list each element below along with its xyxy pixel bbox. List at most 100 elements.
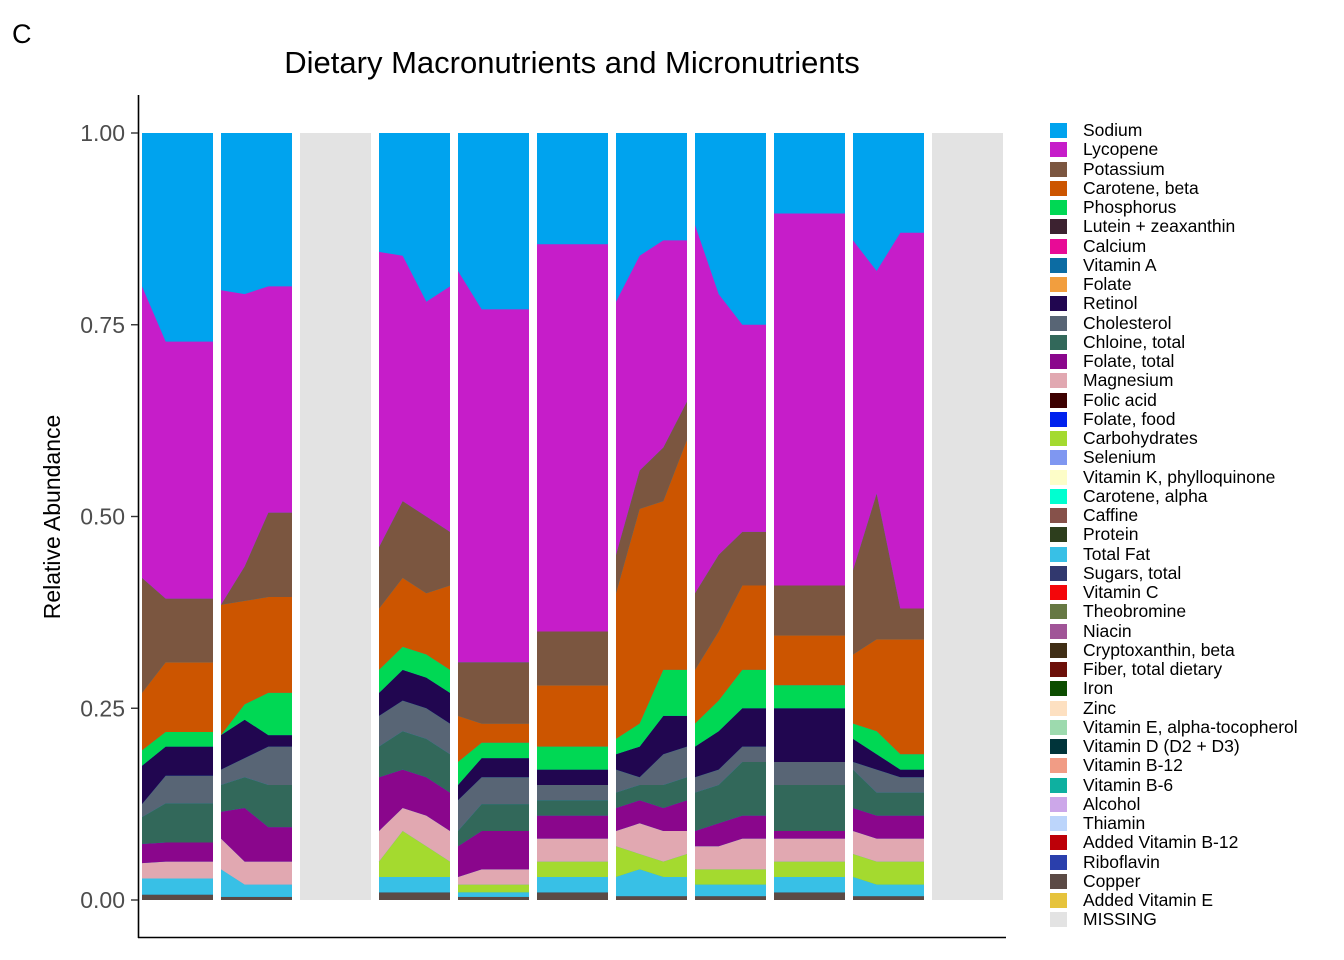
area-band-phosphorus — [537, 746, 608, 770]
area-band-potassium — [221, 512, 292, 605]
legend-item: Alcohol — [1050, 794, 1340, 814]
sample-group-8 — [695, 133, 766, 900]
area-band-copper — [616, 896, 687, 900]
sample-group-2 — [221, 133, 292, 900]
legend-swatch — [1050, 777, 1067, 793]
legend-item: Added Vitamin B-12 — [1050, 833, 1340, 852]
area-band-phosphorus — [853, 723, 924, 770]
legend-label: Folic acid — [1083, 389, 1157, 410]
area-band-total-fat — [616, 869, 687, 897]
legend-swatch — [1050, 681, 1067, 697]
y-axis-label: Relative Abundance — [39, 415, 65, 620]
sample-group-10 — [853, 133, 924, 900]
legend-item: Potassium — [1050, 159, 1340, 179]
area-band-carotene-beta — [379, 577, 450, 670]
legend-item: Niacin — [1050, 621, 1340, 641]
area-band-retinol — [142, 746, 213, 805]
sample-group-11 — [932, 133, 1003, 900]
legend-label: Added Vitamin B-12 — [1083, 832, 1239, 853]
area-band-potassium — [616, 401, 687, 594]
legend-label: Sodium — [1083, 120, 1143, 140]
legend-swatch — [1050, 334, 1067, 350]
panel-label: C — [12, 19, 32, 49]
legend-item: Folate — [1050, 275, 1340, 294]
area-band-cholesterol — [853, 761, 924, 793]
legend-item: Vitamin E, alpha-tocopherol — [1050, 716, 1340, 737]
sample-group-6 — [537, 133, 608, 900]
missing-bar — [932, 133, 1003, 900]
legend-swatch — [1050, 296, 1067, 312]
legend-item: Lycopene — [1050, 140, 1340, 159]
area-band-copper — [537, 892, 608, 900]
legend-swatch — [1050, 565, 1067, 581]
area-band-copper — [379, 892, 450, 900]
legend-swatch — [1050, 546, 1067, 562]
area-band-magnesium — [537, 838, 608, 862]
legend-swatch — [1050, 354, 1067, 369]
legend-label: Vitamin B-6 — [1083, 774, 1174, 795]
legend-swatch — [1050, 469, 1067, 485]
legend-swatch — [1050, 893, 1067, 908]
area-band-phosphorus — [142, 732, 213, 766]
area-band-carotene-beta — [221, 597, 292, 736]
area-band-total-fat — [221, 869, 292, 897]
area-band-total-fat — [537, 876, 608, 893]
area-band-potassium — [458, 662, 529, 724]
legend-label: Vitamin A — [1083, 254, 1157, 275]
legend-label: Zinc — [1083, 697, 1117, 718]
legend-item: Total Fat — [1050, 544, 1340, 564]
legend-label: Iron — [1083, 678, 1114, 699]
legend-label: Folate — [1083, 274, 1132, 294]
missing-bar — [300, 133, 371, 900]
legend-swatch — [1050, 662, 1067, 677]
legend-swatch — [1050, 123, 1067, 138]
legend-label: Fiber, total dietary — [1083, 659, 1223, 679]
area-band-total-fat — [695, 884, 766, 897]
area-band-folate-total — [774, 830, 845, 839]
legend-swatch — [1050, 450, 1067, 466]
legend-label: Protein — [1083, 524, 1139, 545]
area-band-magnesium — [616, 823, 687, 862]
legend-swatch — [1050, 719, 1067, 735]
legend-item: Sodium — [1050, 121, 1340, 140]
chart-title: Dietary Macronutrients and Micronutrient… — [284, 45, 859, 80]
legend-label: Folate, food — [1083, 408, 1176, 429]
legend-swatch — [1050, 912, 1067, 928]
area-band-folate-total — [221, 807, 292, 862]
area-band-phosphorus — [695, 669, 766, 747]
area-band-lycopene — [458, 271, 529, 663]
area-band-carotene-beta — [142, 662, 213, 751]
area-band-retinol — [774, 708, 845, 762]
legend-label: Selenium — [1083, 447, 1156, 468]
legend-item: Vitamin K, phylloquinone — [1050, 467, 1340, 487]
legend-label: Vitamin E, alpha-tocopherol — [1083, 716, 1298, 737]
legend-item: Selenium — [1050, 448, 1340, 467]
legend-label: Caffine — [1083, 505, 1139, 525]
area-band-carotene-beta — [616, 439, 687, 739]
legend-label: Carotene, alpha — [1083, 485, 1208, 506]
y-tick-label: 0.25 — [80, 695, 125, 721]
legend-label: Carbohydrates — [1083, 428, 1198, 448]
area-band-carotene-beta — [695, 585, 766, 724]
legend-item: Sugars, total — [1050, 563, 1340, 583]
area-band-retinol — [537, 769, 608, 785]
area-band-chloine-total — [221, 777, 292, 828]
legend-swatch — [1050, 854, 1067, 870]
legend-swatch — [1050, 257, 1067, 273]
area-band-retinol — [379, 669, 450, 724]
legend-swatch — [1050, 758, 1067, 774]
sample-group-1 — [142, 133, 213, 900]
area-band-chloine-total — [379, 731, 450, 793]
axes — [137, 95, 1006, 939]
area-band-carbohydrates — [853, 853, 924, 885]
legend-swatch — [1050, 277, 1067, 292]
area-band-total-fat — [379, 876, 450, 893]
area-band-cholesterol — [616, 746, 687, 793]
legend-swatch — [1050, 527, 1067, 543]
area-band-total-fat — [142, 878, 213, 895]
legend-item: Vitamin B-6 — [1050, 774, 1340, 795]
area-band-cholesterol — [774, 761, 845, 785]
legend-swatch — [1050, 411, 1067, 427]
legend-label: Thiamin — [1083, 813, 1146, 833]
y-tick-label: 1.00 — [80, 120, 125, 146]
